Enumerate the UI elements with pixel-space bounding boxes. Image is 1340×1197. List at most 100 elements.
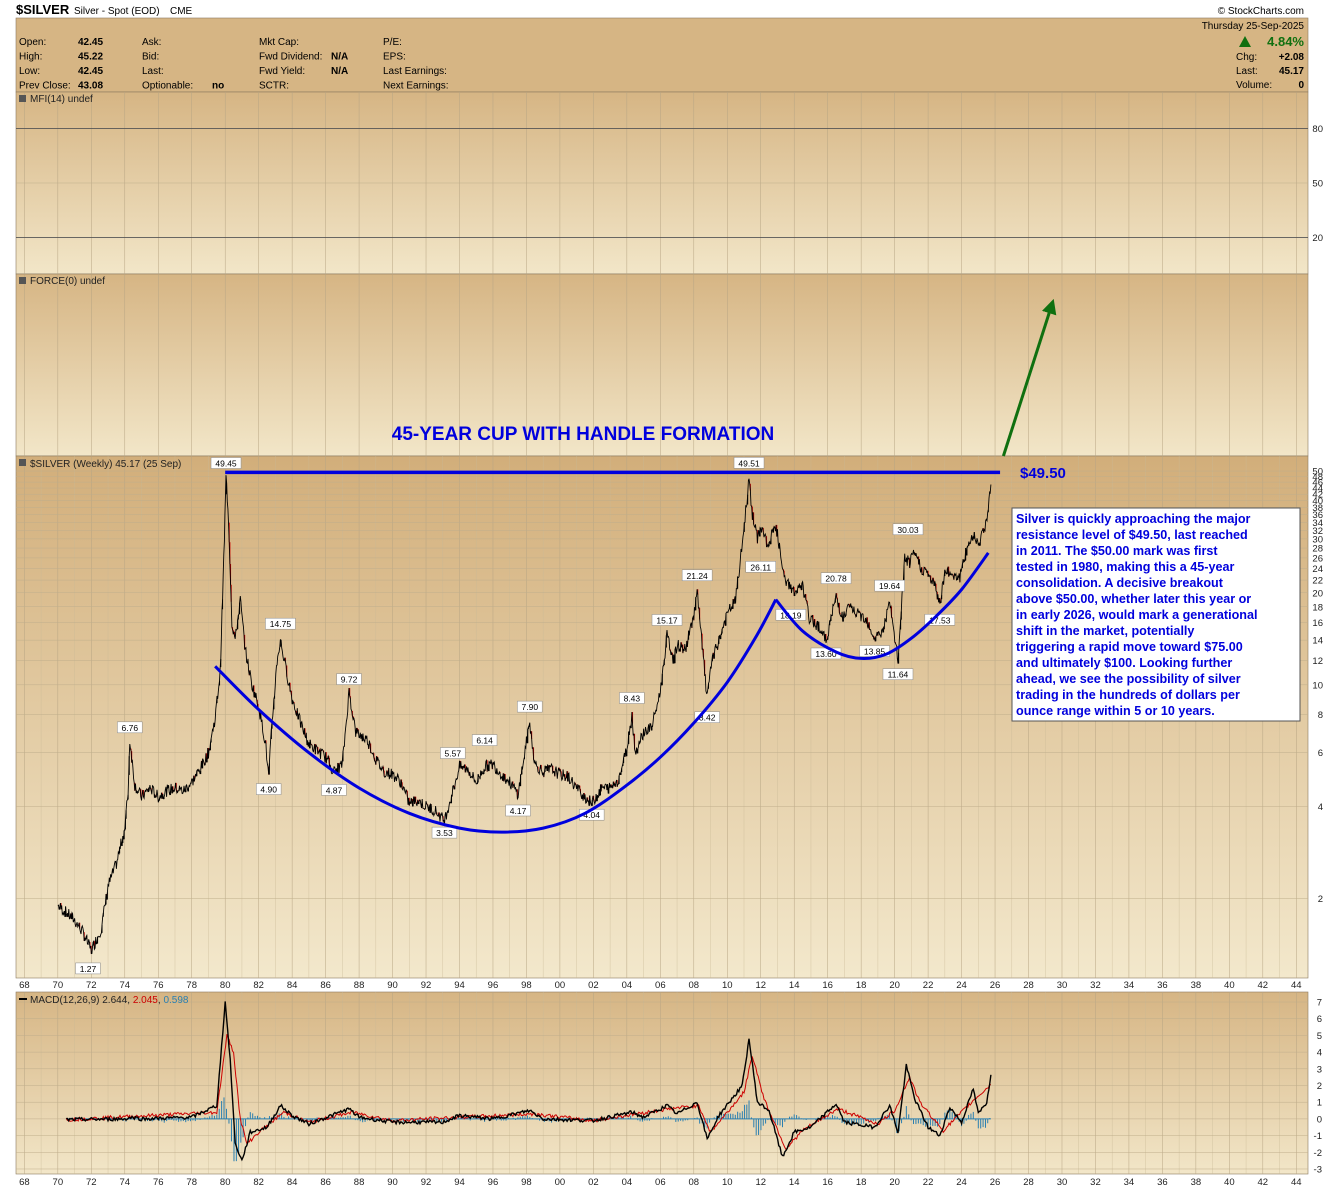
quote-far: P/E: EPS: Last Earnings: Next Earnings: [383, 37, 449, 92]
point-label: 30.03 [897, 525, 919, 535]
point-label: 20.78 [825, 574, 847, 584]
note-line: in 2011. The $50.00 mark was first [1016, 544, 1218, 558]
x-tick-label: 68 [19, 1177, 30, 1188]
y-tick-label: 16 [1312, 618, 1323, 629]
note-line: Silver is quickly approaching the major [1016, 512, 1251, 526]
x-tick-label: 14 [789, 980, 800, 991]
point-label: 14.75 [270, 619, 292, 629]
last-label: Last: [1236, 66, 1258, 77]
price-layer: 1.27 6.76 49.45 4.90 14.75 4.87 9.72 3.53 5.57 6.… [57, 457, 992, 975]
formation-title: 45-YEAR CUP WITH HANDLE FORMATION [392, 424, 774, 445]
y-tick-label: 34 [1312, 518, 1323, 529]
overlay-layer [214, 298, 1057, 834]
y-tick-label: 4 [1318, 802, 1323, 813]
note-line: trading in the hundreds of dollars per [1016, 688, 1240, 702]
x-tick-label: 74 [119, 1177, 130, 1188]
quote-label: EPS: [383, 52, 406, 63]
point-label: 8.42 [699, 713, 716, 723]
x-tick-label: 32 [1090, 1177, 1101, 1188]
note-box-frame [1011, 507, 1301, 722]
x-tick-label: 18 [856, 980, 867, 991]
point-label: 13.60 [815, 649, 837, 659]
x-tick-label: 96 [488, 1177, 499, 1188]
point-label: 3.53 [436, 828, 453, 838]
point-label: 9.72 [341, 675, 358, 685]
macd-tick-label: -1 [1314, 1131, 1322, 1142]
macd-label: MACD(12,26,9) 2.644, 2.045, 0.598 [30, 995, 189, 1006]
chg-value: +2.08 [1279, 52, 1305, 63]
x-tick-label: 30 [1057, 980, 1068, 991]
point-label: 4.04 [583, 810, 600, 820]
x-tick-label: 90 [387, 980, 398, 991]
note-line: resistance level of $49.50, last reached [1016, 528, 1248, 542]
quote-date: Thursday 25-Sep-2025 [1202, 21, 1305, 32]
macd-value-3: 0.598 [163, 995, 188, 1006]
x-tick-label: 06 [655, 980, 666, 991]
point-label-box [321, 784, 347, 796]
x-tick-label: 84 [287, 980, 298, 991]
mfi-tick-label: 20 [1312, 233, 1323, 244]
exchange: CME [170, 6, 193, 17]
note-line: triggering a rapid move toward $75.00 [1016, 640, 1243, 654]
y-tick-label: 48 [1312, 472, 1323, 483]
x-tick-label: 24 [956, 980, 967, 991]
point-label: 26.11 [750, 562, 771, 572]
y-tick-label: 42 [1312, 490, 1323, 501]
y-tick-label: 46 [1312, 478, 1323, 489]
x-tick-label: 94 [454, 1177, 465, 1188]
quote-value: N/A [331, 66, 348, 77]
y-tick-label: 8 [1318, 710, 1323, 721]
x-tick-label: 30 [1057, 1177, 1068, 1188]
cup-curve [214, 598, 778, 834]
point-label: 7.90 [522, 702, 539, 712]
x-tick-label: 36 [1157, 980, 1168, 991]
y-tick-label: 12 [1312, 656, 1323, 667]
point-label-box [265, 617, 296, 630]
quote-value: 42.45 [78, 66, 103, 77]
x-tick-label: 20 [889, 980, 900, 991]
quote-mid: Ask: Bid: Last: Optionable: no [142, 37, 224, 92]
quote-value: N/A [331, 52, 348, 63]
point-label: 8.43 [624, 694, 641, 704]
y-tick-label: 36 [1312, 510, 1323, 521]
point-label-box [117, 721, 143, 734]
x-tick-label: 88 [354, 980, 365, 991]
pct-change: 4.84% [1267, 34, 1304, 49]
y-tick-label: 24 [1312, 564, 1323, 575]
x-tick-label: 04 [622, 980, 633, 991]
handle-curve [774, 552, 990, 660]
x-tick-label: 68 [19, 980, 30, 991]
quote-left: Open: 42.45 High: 45.22 Low: 42.45 Prev Close:… [19, 37, 103, 92]
x-tick-label: 34 [1124, 980, 1135, 991]
x-tick-label: 80 [220, 980, 231, 991]
x-tick-label: 94 [454, 980, 465, 991]
copyright: © StockCharts.com [1218, 6, 1304, 17]
x-tick-label: 42 [1258, 1177, 1269, 1188]
y-tick-label: 26 [1312, 553, 1323, 564]
header: $SILVER Silver - Spot (EOD) CME © StockC… [16, 2, 1304, 92]
x-tick-label: 32 [1090, 980, 1101, 991]
x-tick-label: 76 [153, 980, 164, 991]
x-tick-label: 92 [421, 980, 432, 991]
point-label-box [619, 692, 645, 704]
y-tick-label: 22 [1312, 576, 1323, 587]
quote-label: Prev Close: [19, 81, 71, 92]
point-label: 4.17 [510, 806, 527, 816]
quote-label: Next Earnings: [383, 81, 449, 92]
force-panel [15, 273, 1309, 457]
note-line: consolidation. A decisive breakout [1016, 576, 1224, 590]
up-arrow-icon [1239, 36, 1251, 47]
quote-label: Fwd Dividend: [259, 52, 322, 63]
mfi-tick-label: 50 [1312, 179, 1323, 190]
x-tick-label: 06 [655, 1177, 666, 1188]
point-label: 49.45 [215, 459, 237, 469]
x-tick-label: 10 [722, 1177, 733, 1188]
y-tick-label: 20 [1312, 588, 1323, 599]
macd-tick-label: -2 [1314, 1148, 1322, 1159]
note-line: ounce range within 5 or 10 years. [1016, 704, 1215, 718]
x-tick-label: 22 [923, 980, 934, 991]
quote-label: High: [19, 52, 42, 63]
point-label: 11.64 [888, 670, 909, 680]
note-line: shift in the market, potentially [1016, 624, 1194, 638]
quote-label: Optionable: [142, 81, 193, 92]
